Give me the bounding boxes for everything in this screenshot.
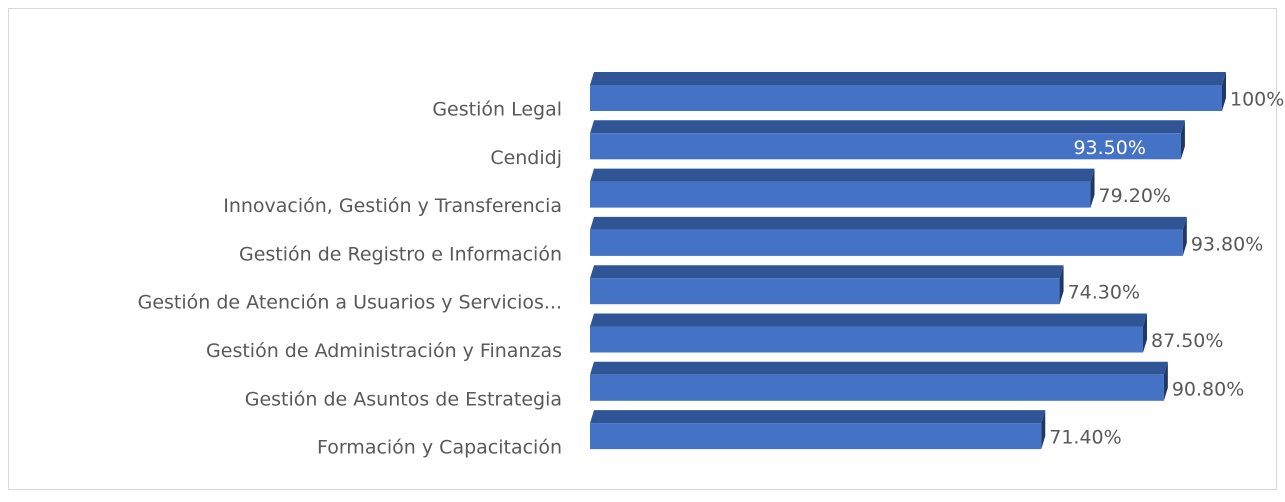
bar-side — [1222, 72, 1226, 111]
value-label: 93.80% — [1191, 233, 1263, 255]
category-label: Innovación, Gestión y Transferencia — [223, 195, 562, 217]
bar — [590, 168, 1095, 208]
bar-front — [590, 181, 1091, 208]
bar-top — [590, 265, 1064, 279]
value-label: 93.50% — [1073, 137, 1145, 159]
bar-side — [1090, 168, 1095, 208]
bar-side — [1059, 265, 1064, 305]
category-label: Gestión de Asuntos de Estrategia — [245, 388, 562, 410]
bar — [590, 216, 1187, 256]
bar-top — [590, 361, 1168, 375]
value-label: 87.50% — [1151, 330, 1223, 352]
bar-front — [590, 133, 1181, 160]
value-label: 79.20% — [1099, 185, 1171, 207]
bar-front — [590, 326, 1143, 353]
category-label: Gestión de Atención a Usuarios y Servici… — [138, 292, 562, 314]
value-label: 100% — [1230, 89, 1284, 111]
bar-side — [1163, 361, 1168, 401]
bar-front — [590, 85, 1222, 111]
value-label: 74.30% — [1068, 282, 1140, 304]
bar-front — [590, 229, 1183, 256]
bar-front — [590, 423, 1042, 450]
category-label: Gestión Legal — [432, 99, 562, 121]
bar — [590, 313, 1147, 353]
category-label: Formación y Capacitación — [317, 437, 562, 459]
bar-side — [1143, 313, 1147, 353]
category-label: Gestión de Registro e Información — [239, 243, 562, 265]
bar-side — [1041, 410, 1046, 450]
bar-top — [590, 313, 1147, 327]
bar-top — [590, 168, 1095, 182]
bar — [590, 72, 1226, 111]
bar-top — [590, 72, 1226, 85]
value-label: 71.40% — [1049, 427, 1121, 449]
bar — [590, 361, 1168, 401]
bar-front — [590, 278, 1060, 305]
bar-side — [1180, 120, 1185, 160]
bar — [590, 120, 1185, 160]
bar-top — [590, 410, 1046, 424]
category-label: Cendidj — [490, 147, 562, 169]
bar — [590, 265, 1064, 305]
bar-side — [1182, 216, 1187, 256]
value-label: 90.80% — [1172, 378, 1244, 400]
bar — [590, 410, 1046, 450]
bar-top — [590, 216, 1187, 230]
bar-top — [590, 120, 1185, 134]
bar-front — [590, 374, 1164, 401]
category-label: Gestión de Administración y Finanzas — [206, 340, 562, 362]
